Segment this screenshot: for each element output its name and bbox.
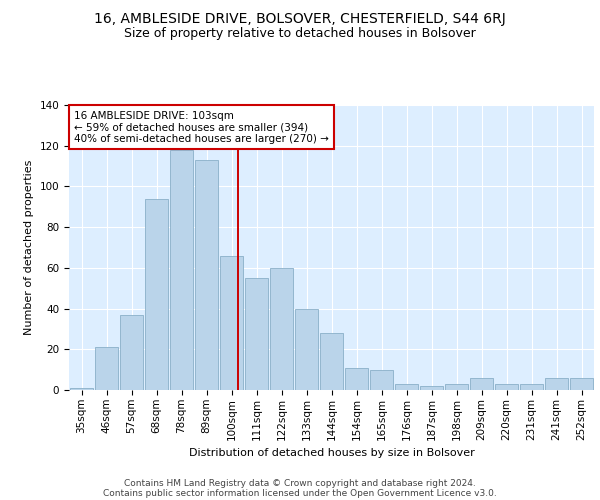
- Bar: [320, 333, 343, 390]
- Bar: [520, 384, 543, 390]
- Bar: [120, 314, 143, 390]
- Bar: [445, 384, 468, 390]
- Bar: [345, 368, 368, 390]
- Bar: [220, 256, 243, 390]
- Text: Contains HM Land Registry data © Crown copyright and database right 2024.: Contains HM Land Registry data © Crown c…: [124, 478, 476, 488]
- Bar: [470, 378, 493, 390]
- Bar: [420, 386, 443, 390]
- Y-axis label: Number of detached properties: Number of detached properties: [24, 160, 34, 335]
- Bar: [295, 308, 318, 390]
- Bar: [245, 278, 268, 390]
- Text: Contains public sector information licensed under the Open Government Licence v3: Contains public sector information licen…: [103, 488, 497, 498]
- Text: Size of property relative to detached houses in Bolsover: Size of property relative to detached ho…: [124, 28, 476, 40]
- Bar: [545, 378, 568, 390]
- Text: 16 AMBLESIDE DRIVE: 103sqm
← 59% of detached houses are smaller (394)
40% of sem: 16 AMBLESIDE DRIVE: 103sqm ← 59% of deta…: [74, 110, 329, 144]
- Bar: [570, 378, 593, 390]
- Bar: [170, 150, 193, 390]
- Bar: [270, 268, 293, 390]
- Text: 16, AMBLESIDE DRIVE, BOLSOVER, CHESTERFIELD, S44 6RJ: 16, AMBLESIDE DRIVE, BOLSOVER, CHESTERFI…: [94, 12, 506, 26]
- Bar: [370, 370, 393, 390]
- Bar: [70, 388, 93, 390]
- Bar: [195, 160, 218, 390]
- Bar: [495, 384, 518, 390]
- Bar: [145, 198, 168, 390]
- X-axis label: Distribution of detached houses by size in Bolsover: Distribution of detached houses by size …: [188, 448, 475, 458]
- Bar: [395, 384, 418, 390]
- Bar: [95, 347, 118, 390]
